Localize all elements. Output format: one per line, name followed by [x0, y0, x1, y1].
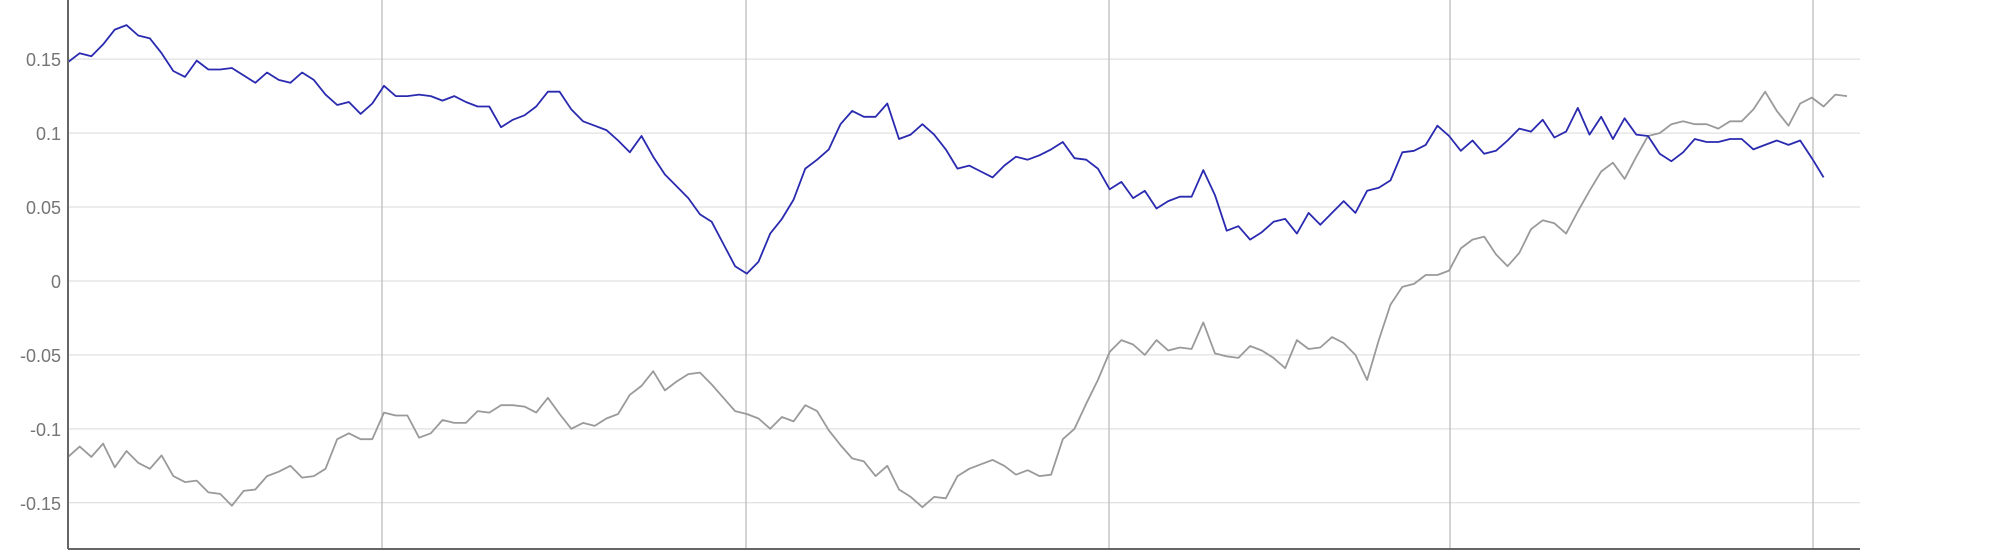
y-tick-label: 0 — [51, 272, 61, 292]
series-lines — [67, 24, 1848, 509]
y-tick-label: -0.15 — [20, 494, 61, 514]
vertical-gridlines — [381, 0, 1814, 549]
series-line-1 — [67, 24, 1825, 275]
y-tick-label: 0.1 — [36, 124, 61, 144]
series-line-2 — [67, 90, 1848, 509]
y-tick-label: -0.05 — [20, 346, 61, 366]
y-tick-label: 0.15 — [26, 50, 61, 70]
y-tick-label: -0.1 — [30, 420, 61, 440]
horizontal-gridlines — [68, 58, 1860, 504]
y-axis-tick-labels: 0.15 0.1 0.05 0 -0.05 -0.1 -0.15 — [20, 50, 61, 514]
y-tick-label: 0.05 — [26, 198, 61, 218]
